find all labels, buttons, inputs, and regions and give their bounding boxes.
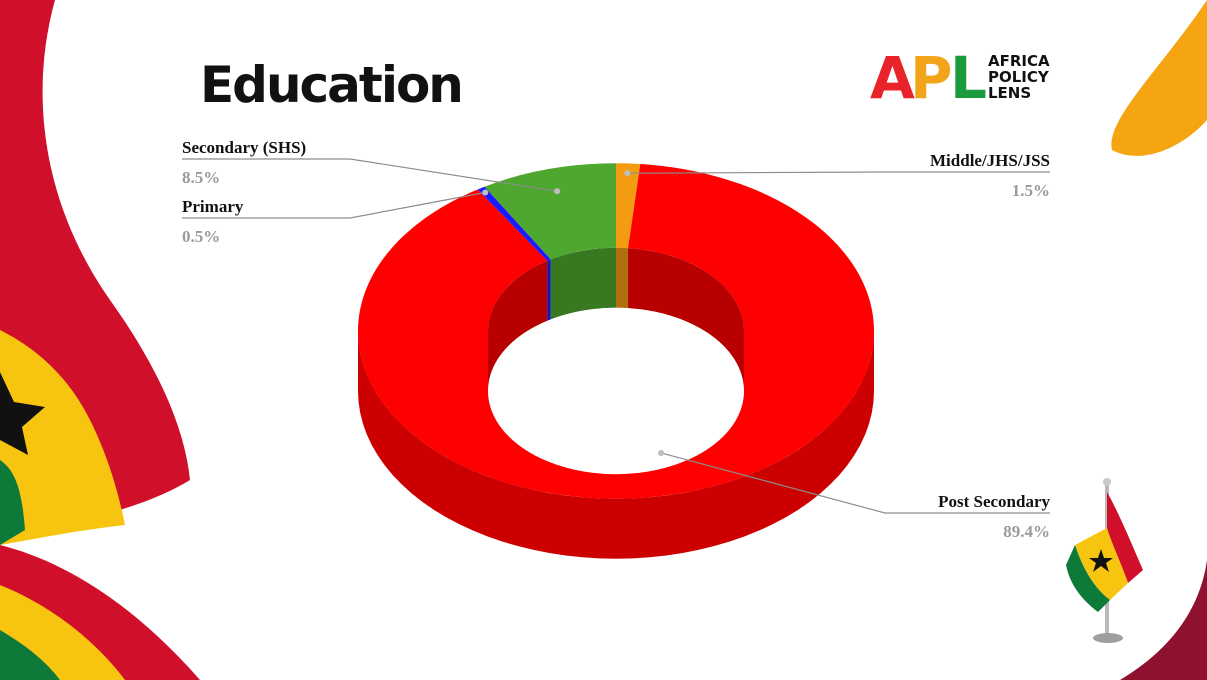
slice-label: Post Secondary	[938, 492, 1050, 511]
left-gold-band	[0, 330, 125, 545]
slice-inner-wall	[488, 260, 548, 391]
maroon-corner	[1120, 560, 1207, 680]
slice-secondary-shs-	[484, 163, 616, 260]
slice-value-label: 1.5%	[1012, 181, 1050, 200]
slice-value-label: 8.5%	[182, 168, 220, 187]
desk-flag-green	[1066, 545, 1110, 612]
slice-value-label: 0.5%	[182, 227, 220, 246]
slice-middle-jhs-jss	[616, 163, 641, 249]
leader-dot	[658, 449, 665, 456]
slice-value-label: 89.4%	[1003, 522, 1050, 541]
desk-flag-red	[1107, 492, 1143, 583]
slice-primary	[477, 186, 551, 261]
slice-label: Primary	[182, 197, 244, 216]
leader-dot	[482, 189, 489, 196]
logo-word: AFRICA	[988, 52, 1050, 70]
leader-line	[182, 158, 558, 192]
slice-label: Secondary (SHS)	[182, 138, 306, 157]
left-green-band	[0, 460, 25, 545]
slice-label: Middle/JHS/JSS	[930, 151, 1050, 170]
slice-inner-wall	[628, 248, 744, 391]
slice-outer-wall	[358, 331, 874, 559]
desk-flag-finial	[1103, 478, 1111, 486]
slice-inner-wall	[547, 259, 551, 321]
gold-swoosh	[1111, 0, 1207, 156]
slice-inner-wall	[550, 247, 616, 320]
logo-word: POLICY	[988, 68, 1049, 86]
logo-word: LENS	[988, 84, 1032, 102]
left-star-icon	[0, 372, 45, 455]
leader-line	[182, 191, 486, 219]
desk-flag-star-icon	[1089, 549, 1113, 572]
leader-dot	[554, 188, 561, 195]
apl-logo: A P L AFRICA POLICY LENS	[870, 44, 1070, 112]
logo-letter-l: L	[950, 44, 987, 112]
leader-dot	[624, 170, 631, 177]
logo-letter-p: P	[910, 44, 952, 112]
donut-hole	[488, 307, 744, 475]
leader-line	[627, 171, 1050, 174]
slice-post-secondary	[357, 164, 874, 499]
lower-green-band	[0, 630, 60, 680]
leader-line	[660, 452, 1050, 514]
desk-flag-base	[1093, 633, 1123, 643]
slice-inner-wall	[616, 247, 629, 309]
page-title: Education	[200, 56, 464, 114]
logo-letter-a: A	[870, 44, 915, 112]
logo-wordmark: AFRICA POLICY LENS	[988, 53, 1050, 101]
